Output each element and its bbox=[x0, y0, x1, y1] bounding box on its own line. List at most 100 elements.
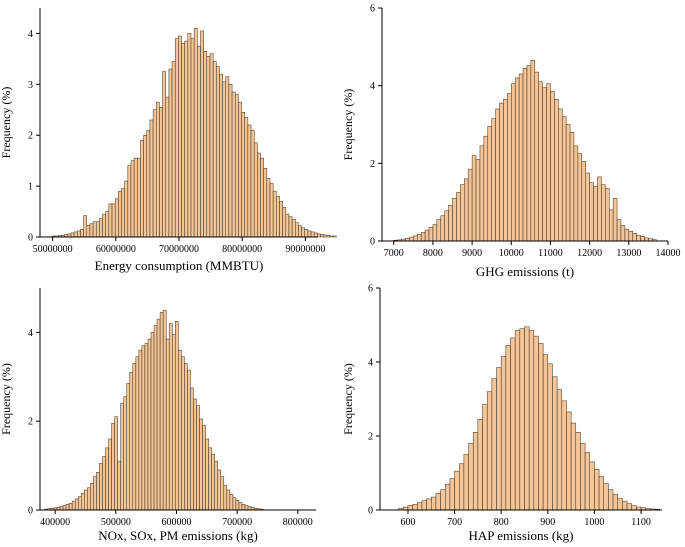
energy-bar bbox=[133, 157, 138, 238]
hap-bar bbox=[552, 376, 558, 511]
ghg-bar bbox=[554, 99, 559, 242]
energy-bar bbox=[234, 94, 239, 238]
energy-bar bbox=[143, 134, 148, 238]
hap-bar bbox=[472, 432, 479, 511]
hap-bar bbox=[533, 335, 539, 511]
energy-x-tick-label: 90000000 bbox=[285, 244, 325, 255]
ghg-bar bbox=[522, 67, 528, 242]
ghg-bar bbox=[417, 234, 422, 242]
hap-bar bbox=[622, 500, 628, 511]
ghg-bar bbox=[452, 198, 457, 242]
ghg-bar bbox=[605, 188, 610, 242]
ghg-bar bbox=[581, 161, 586, 242]
energy-bar bbox=[260, 157, 264, 238]
energy-bar bbox=[323, 234, 328, 238]
energy-bar bbox=[329, 235, 334, 238]
energy-bar bbox=[70, 232, 75, 238]
criteria-bar bbox=[175, 321, 179, 511]
hap-bar bbox=[407, 505, 413, 511]
energy-bar bbox=[298, 225, 302, 238]
criteria-bar bbox=[187, 369, 191, 511]
ghg-bar bbox=[612, 198, 618, 242]
energy-bar bbox=[73, 231, 78, 238]
criteria-bar bbox=[226, 489, 231, 511]
energy-x-tick-label: 80000000 bbox=[222, 244, 262, 255]
energy-bar bbox=[181, 43, 185, 238]
hap-bar bbox=[458, 463, 465, 511]
ghg-bar bbox=[632, 232, 637, 242]
ghg-bar bbox=[514, 77, 520, 242]
energy-bar bbox=[168, 68, 173, 238]
criteria-bar bbox=[77, 496, 82, 511]
criteria-bar bbox=[99, 463, 103, 511]
energy-bar bbox=[304, 229, 309, 238]
hap-bar bbox=[431, 496, 437, 511]
energy-bar bbox=[105, 211, 110, 238]
ghg-bar bbox=[456, 192, 461, 242]
ghg-x-tick-label: 9000 bbox=[462, 248, 482, 259]
ghg-bar bbox=[448, 205, 453, 242]
energy-bar bbox=[178, 35, 182, 238]
hap-x-tick-label: 1000 bbox=[584, 517, 604, 528]
ghg-bar bbox=[424, 229, 430, 242]
criteria-bar bbox=[111, 423, 115, 511]
energy-bar bbox=[203, 51, 208, 238]
ghg-bar bbox=[530, 60, 536, 242]
criteria-bar bbox=[108, 438, 112, 511]
criteria-bar bbox=[90, 483, 94, 511]
hap-bar bbox=[570, 422, 577, 511]
hap-bar bbox=[556, 389, 563, 511]
hap-bar bbox=[626, 503, 632, 511]
hap-bar bbox=[519, 328, 525, 511]
ghg-bar bbox=[503, 99, 508, 242]
criteria-x-tick-label: 400000 bbox=[40, 517, 70, 528]
ghg-bar bbox=[565, 124, 571, 242]
hap-y-tick-label: 0 bbox=[368, 506, 373, 517]
energy-bar bbox=[212, 61, 217, 238]
energy-bar bbox=[310, 231, 315, 238]
energy-bar bbox=[200, 30, 204, 238]
hap-bar bbox=[580, 443, 586, 511]
criteria-bar bbox=[141, 345, 146, 511]
criteria-x-tick-label: 500000 bbox=[101, 517, 131, 528]
energy-bar bbox=[102, 213, 106, 238]
hap-x-tick-label: 700 bbox=[447, 517, 462, 528]
energy-bar bbox=[282, 207, 287, 238]
hap-bar bbox=[561, 400, 567, 511]
ghg-y-tick-label: 6 bbox=[370, 4, 375, 15]
energy-bar bbox=[165, 96, 170, 238]
criteria-bar bbox=[123, 396, 127, 511]
energy-bar bbox=[291, 218, 296, 238]
energy-bar bbox=[313, 232, 318, 238]
energy-bar bbox=[206, 56, 211, 238]
criteria-bar bbox=[247, 506, 252, 511]
energy-bar bbox=[86, 225, 91, 238]
energy-bar bbox=[295, 222, 299, 238]
energy-bar bbox=[272, 190, 277, 238]
criteria-bar bbox=[105, 447, 109, 511]
criteria-bar bbox=[211, 454, 215, 511]
energy-bar bbox=[266, 178, 271, 238]
energy-bar bbox=[250, 129, 255, 238]
energy-bar bbox=[156, 101, 160, 238]
hap-bar bbox=[575, 432, 581, 511]
criteria-bar bbox=[165, 338, 170, 511]
energy-bar bbox=[253, 142, 258, 238]
criteria-x-tick-label: 800000 bbox=[283, 517, 313, 528]
criteria-bar bbox=[241, 503, 246, 511]
criteria-y-tick-label: 2 bbox=[28, 417, 33, 428]
ghg-bar bbox=[467, 168, 473, 242]
criteria-y-tick-label: 4 bbox=[28, 328, 33, 339]
hap-bar bbox=[538, 343, 544, 511]
ghg-bar bbox=[593, 186, 598, 242]
energy-bar bbox=[241, 112, 245, 238]
energy-bar bbox=[89, 223, 94, 238]
ghg-bar bbox=[518, 73, 524, 242]
ghg-bar bbox=[499, 102, 504, 242]
ghg-bar bbox=[483, 135, 489, 242]
hap-bar bbox=[412, 504, 418, 511]
hap-x-tick-label: 900 bbox=[540, 517, 555, 528]
ghg-bar bbox=[428, 227, 434, 242]
criteria-bar bbox=[87, 487, 91, 511]
